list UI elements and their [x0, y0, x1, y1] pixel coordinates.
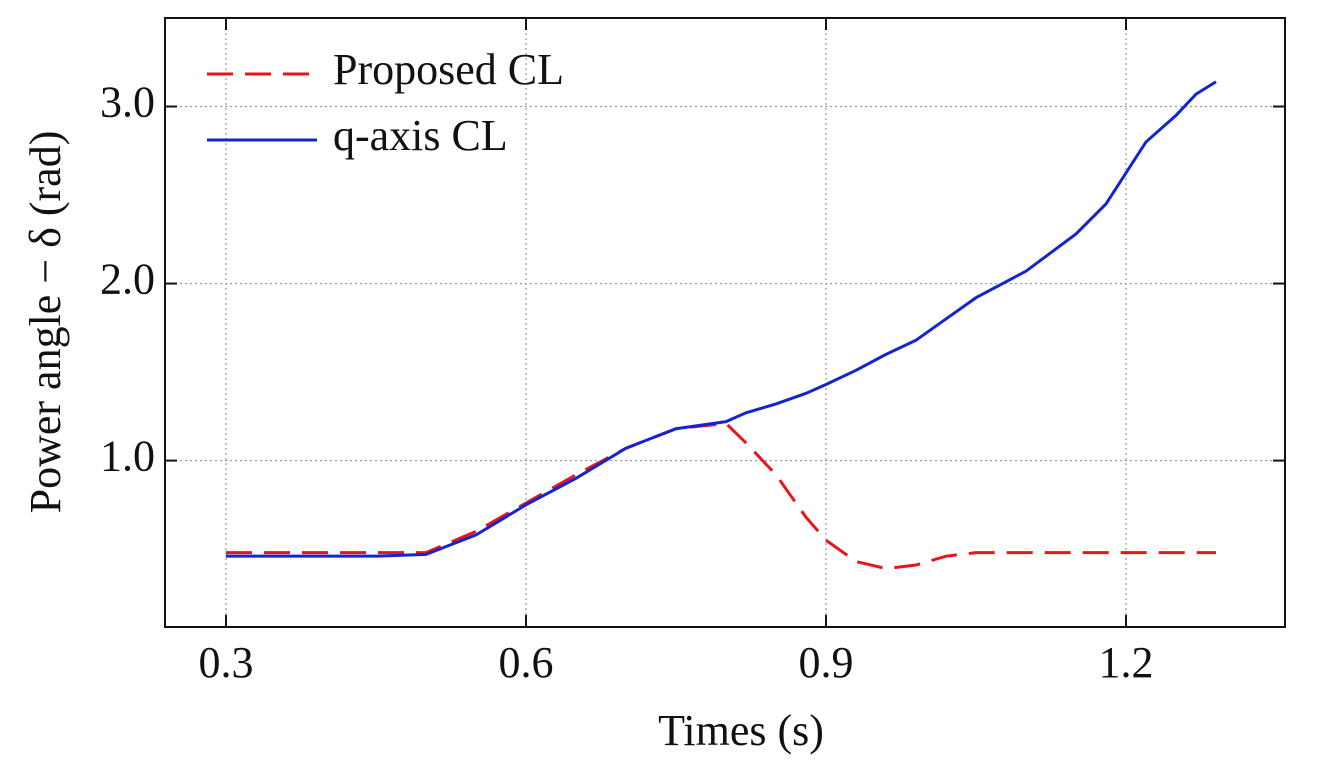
- x-tick-label: 0.3: [199, 638, 254, 687]
- legend-label: Proposed CL: [333, 45, 564, 94]
- x-tick-label: 0.9: [799, 638, 854, 687]
- y-axis-label: Power angle − δ (rad): [21, 131, 70, 514]
- x-tick-label: 1.2: [1099, 638, 1154, 687]
- x-tick-label: 0.6: [499, 638, 554, 687]
- y-tick-label: 3.0: [100, 78, 155, 127]
- plot-frame: [164, 17, 1286, 628]
- series-line: [226, 421, 1216, 571]
- series-line: [226, 80, 1217, 558]
- legend-label: q-axis CL: [333, 111, 508, 160]
- x-axis-label: Times (s): [658, 706, 824, 755]
- y-tick-label: 1.0: [100, 432, 155, 481]
- y-tick-label: 2.0: [100, 255, 155, 304]
